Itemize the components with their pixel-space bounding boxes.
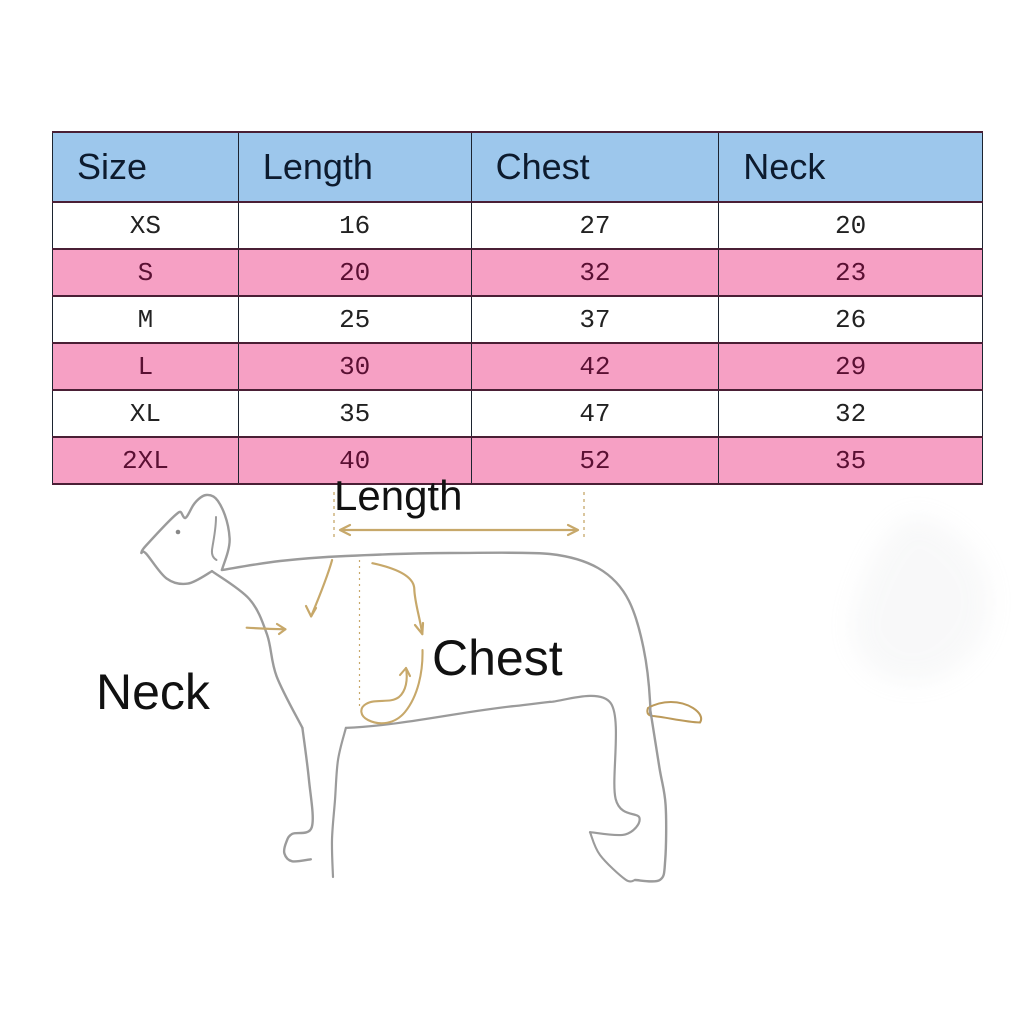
svg-text:Neck: Neck (96, 664, 211, 720)
svg-text:Chest: Chest (432, 630, 563, 686)
svg-text:Length: Length (334, 472, 462, 519)
